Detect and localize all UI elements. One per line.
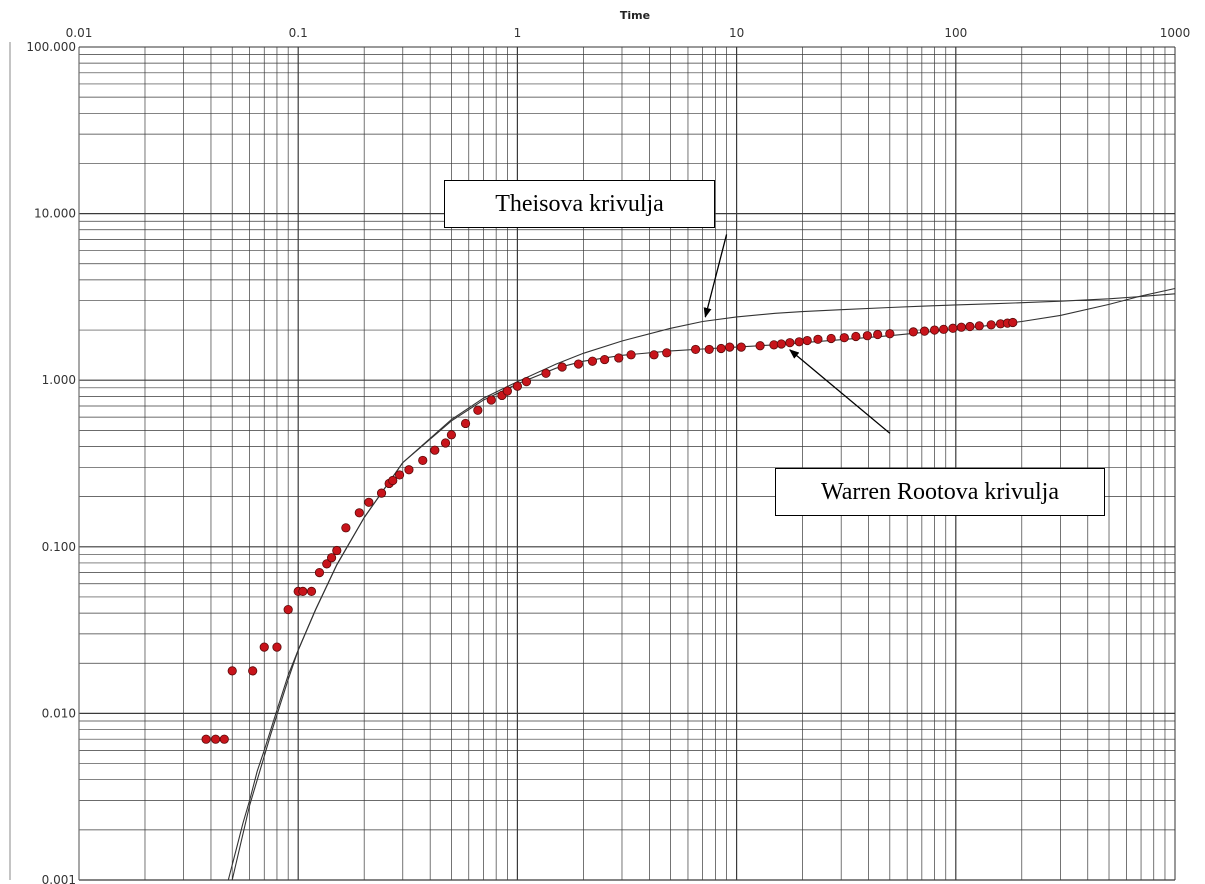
chart-title: Time [620, 9, 650, 22]
data-point [794, 337, 804, 347]
annotation-warren-label: Warren Rootova krivulja [775, 468, 1105, 516]
annotation-theis-label: Theisova krivulja [444, 180, 715, 228]
data-point [614, 353, 624, 363]
data-point [298, 586, 308, 596]
data-point [802, 335, 812, 346]
data-point [332, 545, 342, 556]
data-point [314, 568, 325, 578]
data-point [573, 359, 584, 369]
data-point [851, 331, 861, 342]
data-point [974, 321, 984, 331]
data-point [690, 344, 701, 355]
data-point [557, 362, 567, 372]
annotation-arrows [703, 234, 891, 434]
data-point [736, 342, 746, 352]
data-point [541, 368, 551, 378]
data-point [785, 338, 795, 348]
data-point [418, 455, 428, 466]
annotation-arrow-1 [703, 234, 728, 318]
x-tick-label: 1000 [1160, 26, 1191, 40]
data-point [776, 339, 786, 349]
gridlines [78, 47, 1175, 881]
data-point [986, 320, 996, 330]
data-point [326, 553, 337, 563]
data-point [322, 559, 332, 569]
y-tick-labels: 100.000 10.000 1.000 0.100 0.010 0.001 [26, 40, 76, 884]
data-point [600, 354, 610, 365]
data-point [341, 523, 351, 533]
y-tick-label: 0.100 [42, 540, 76, 554]
data-point [587, 356, 598, 366]
data-point [965, 321, 975, 332]
y-tick-label: 0.010 [42, 706, 76, 720]
data-point [473, 405, 483, 415]
x-tick-label: 0.01 [66, 26, 93, 40]
data-point [725, 342, 735, 352]
y-tick-label: 10.000 [34, 207, 76, 221]
x-tick-label: 1 [514, 26, 522, 40]
y-tick-label: 1.000 [42, 373, 76, 387]
data-point [826, 333, 836, 344]
data-point [939, 324, 949, 334]
data-point [446, 430, 457, 440]
data-point [512, 381, 523, 391]
data-point [662, 348, 672, 358]
data-point [919, 326, 930, 336]
y-tick-label: 0.001 [42, 873, 76, 884]
data-point [521, 377, 532, 387]
x-tick-label: 0.1 [289, 26, 308, 40]
data-point [306, 586, 317, 596]
data-point [486, 395, 496, 405]
x-tick-labels: 0.01 0.1 1 10 100 1000 [66, 26, 1191, 40]
data-point [873, 329, 883, 340]
x-tick-label: 10 [729, 26, 744, 40]
data-point [755, 341, 765, 351]
data-point [394, 470, 405, 480]
data-point [354, 508, 364, 518]
data-point [272, 642, 282, 652]
data-point [956, 322, 966, 332]
data-point [404, 465, 414, 475]
data-point [626, 350, 636, 360]
data-point [460, 418, 471, 429]
data-point [430, 445, 440, 455]
data-point [376, 488, 387, 498]
data-point [948, 323, 958, 333]
data-point [201, 734, 211, 744]
data-point [716, 343, 726, 354]
data-point [813, 334, 823, 344]
data-point [1008, 317, 1018, 328]
data-points [201, 317, 1018, 744]
y-tick-label: 100.000 [26, 40, 76, 54]
data-point [839, 333, 849, 343]
data-point [885, 329, 895, 339]
annotation-arrow-2 [789, 349, 891, 434]
data-point [649, 350, 659, 360]
data-point [862, 331, 872, 341]
data-point [227, 666, 237, 676]
data-point [388, 475, 398, 486]
data-point [219, 734, 229, 744]
data-point [211, 734, 221, 744]
data-point [283, 604, 293, 615]
data-point [248, 666, 258, 676]
data-point [502, 386, 512, 396]
data-point [259, 642, 269, 652]
data-point [929, 325, 940, 335]
data-point [704, 344, 714, 355]
x-tick-label: 100 [944, 26, 967, 40]
curve-line-1 [227, 293, 1176, 881]
data-point [908, 327, 918, 337]
plot-area-background [79, 47, 1175, 880]
data-point [364, 497, 374, 507]
data-point [440, 438, 451, 448]
